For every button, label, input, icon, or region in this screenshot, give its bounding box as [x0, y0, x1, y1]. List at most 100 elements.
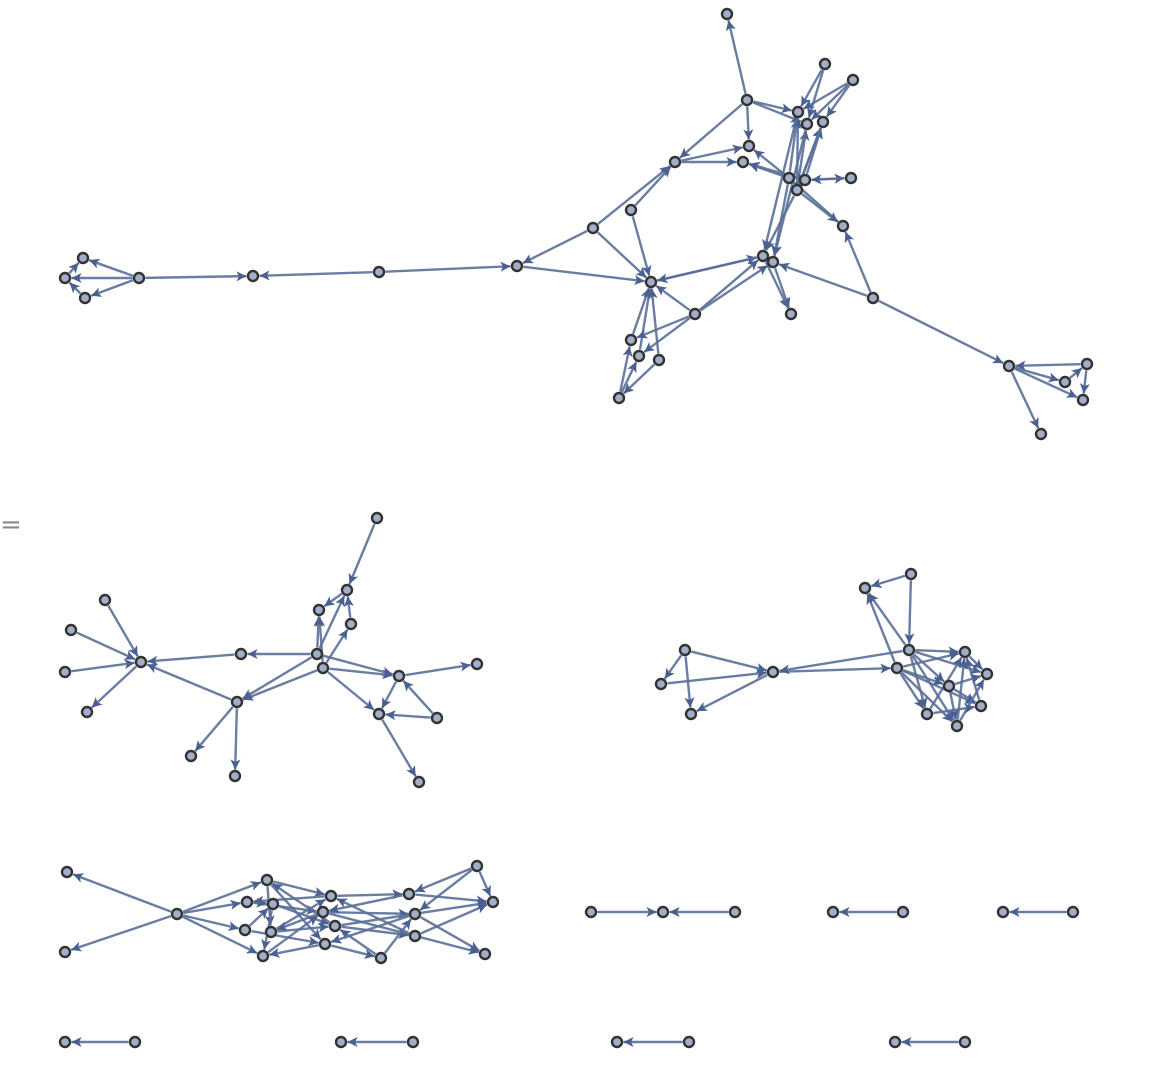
- directed-edge: [183, 899, 241, 915]
- component-1-vertex: [430, 711, 444, 725]
- pair-5-vertex: [610, 1035, 624, 1049]
- directed-edge: [679, 103, 743, 159]
- input-graph-vertex: [798, 173, 812, 187]
- component-1-vertex: [312, 603, 326, 617]
- pair-1-vertex: [896, 905, 910, 919]
- pair-2-vertex: [996, 905, 1010, 919]
- component-1-vertex: [392, 669, 406, 683]
- directed-edge: [636, 315, 690, 339]
- component-2-vertex: [858, 581, 872, 595]
- pair-chain-vertex: [656, 905, 670, 919]
- pair-5-vertex: [682, 1035, 696, 1049]
- directed-edge: [242, 669, 318, 701]
- directed-edge: [681, 144, 743, 162]
- directed-edge: [269, 944, 319, 958]
- directed-edge: [811, 174, 845, 185]
- directed-edge: [278, 905, 330, 926]
- input-graph-vertex: [766, 255, 780, 269]
- component-2-vertex: [974, 699, 988, 713]
- component-3-vertex: [170, 907, 184, 921]
- directed-edge: [968, 655, 984, 671]
- directed-edge: [145, 271, 247, 282]
- directed-edge: [76, 631, 136, 661]
- input-graph-vertex: [818, 57, 832, 71]
- component-1-vertex: [80, 705, 94, 719]
- directed-edge: [329, 667, 393, 680]
- directed-edge: [691, 650, 767, 673]
- directed-edge: [954, 674, 982, 686]
- component-1-vertex: [98, 593, 112, 607]
- directed-edge: [1014, 367, 1078, 399]
- directed-edge: [241, 656, 313, 700]
- directed-edge: [402, 680, 434, 714]
- directed-edge: [655, 284, 691, 312]
- directed-edge: [253, 895, 325, 906]
- input-graph-vertex: [1058, 375, 1072, 389]
- directed-edge: [825, 84, 851, 118]
- directed-edge: [725, 20, 747, 94]
- directed-edge: [911, 654, 955, 722]
- directed-edge: [696, 673, 768, 713]
- directed-edge: [806, 69, 825, 119]
- directed-edge: [90, 665, 138, 709]
- input-graph-vertex: [632, 349, 646, 363]
- directed-edge: [328, 912, 480, 955]
- directed-edge: [904, 580, 915, 644]
- directed-edge: [318, 595, 346, 649]
- component-1-vertex: [316, 661, 330, 675]
- directed-edge: [634, 165, 672, 207]
- pair-3-vertex: [128, 1035, 142, 1049]
- directed-edge: [323, 592, 343, 608]
- component-2-vertex: [678, 643, 692, 657]
- directed-edge: [779, 649, 903, 675]
- component-1-vertex: [134, 655, 148, 669]
- component-3-vertex: [266, 897, 280, 911]
- input-graph-vertex: [1080, 357, 1094, 371]
- input-graph-vertex: [132, 271, 146, 285]
- directed-edge: [523, 265, 645, 286]
- input-graph-vertex: [510, 259, 524, 273]
- directed-edge: [1010, 371, 1040, 429]
- directed-edge: [1015, 360, 1081, 371]
- component-2-vertex: [904, 567, 918, 581]
- input-graph-vertex: [612, 391, 626, 405]
- directed-edge: [699, 264, 769, 312]
- component-3-vertex: [238, 923, 252, 937]
- directed-edge: [381, 718, 417, 778]
- directed-edge: [183, 914, 239, 932]
- input-graph-vertex: [742, 139, 756, 153]
- directed-edge: [330, 914, 410, 944]
- input-graph-vertex: [791, 105, 805, 119]
- component-1-vertex: [58, 665, 72, 679]
- directed-edge: [788, 118, 801, 172]
- directed-edge: [753, 149, 785, 175]
- component-1-vertex: [230, 695, 244, 709]
- directed-edge: [68, 281, 82, 295]
- directed-edge: [667, 668, 767, 685]
- component-2-vertex: [942, 679, 956, 693]
- input-graph-vertex: [58, 271, 72, 285]
- directed-edge: [414, 867, 472, 893]
- directed-edge: [743, 106, 754, 140]
- directed-edge: [146, 663, 232, 701]
- component-2-vertex: [766, 665, 780, 679]
- directed-edge: [147, 653, 235, 666]
- directed-edge: [384, 918, 412, 954]
- directed-edge: [71, 659, 135, 673]
- pair-3-vertex: [58, 1035, 72, 1049]
- component-3-vertex: [374, 951, 388, 965]
- directed-edge: [801, 193, 839, 223]
- directed-edge: [415, 893, 487, 906]
- directed-edge: [913, 653, 945, 683]
- directed-edge: [72, 873, 172, 913]
- component-2-vertex: [902, 643, 916, 657]
- pair-2-vertex: [1066, 905, 1080, 919]
- directed-edge: [522, 229, 588, 265]
- directed-edge: [182, 881, 262, 913]
- directed-edge: [385, 261, 511, 273]
- directed-edge: [339, 928, 377, 956]
- directed-edge: [90, 279, 134, 297]
- input-graph-vertex: [372, 265, 386, 279]
- component-3-vertex: [264, 925, 278, 939]
